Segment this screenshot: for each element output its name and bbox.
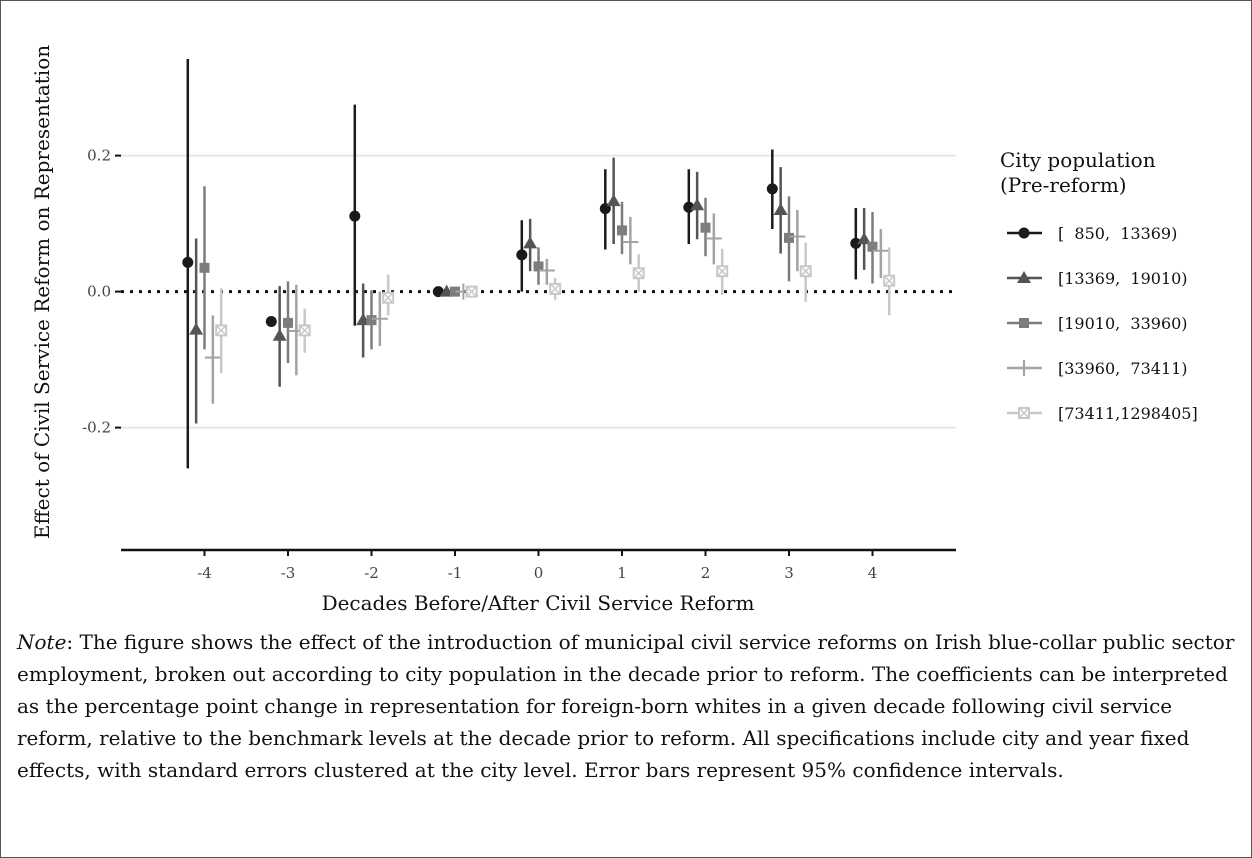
legend-label: [ 850, 13369) — [1058, 224, 1177, 243]
legend-label: [13369, 19010) — [1058, 269, 1188, 288]
point-marker — [371, 310, 388, 327]
point-marker — [850, 237, 862, 249]
legend-item-5: [73411,1298405] — [1007, 404, 1198, 423]
series-4 — [204, 210, 889, 404]
point-marker — [516, 249, 528, 261]
legend-items: [ 850, 13369) [13369, 19010) [19010, 33960… — [1007, 224, 1198, 423]
point-marker — [272, 328, 287, 341]
point-marker — [204, 349, 221, 366]
series-1 — [182, 59, 862, 469]
square-cross-diag2 — [800, 265, 812, 277]
legend-marker — [1018, 227, 1030, 239]
legend-item-3: [19010, 33960) — [1007, 314, 1188, 333]
legend-title-line1: City population — [1000, 148, 1156, 172]
x-tick-label: 3 — [784, 564, 794, 582]
square-cross-diag2 — [1018, 407, 1030, 419]
point-marker — [632, 267, 645, 280]
legend-label: [33960, 73411) — [1058, 359, 1188, 378]
legend-marker — [1019, 318, 1029, 328]
y-axis-title: Effect of Civil Service Reform on Repres… — [30, 45, 54, 539]
x-tick-label: 0 — [534, 564, 544, 582]
point-marker — [549, 282, 562, 295]
point-marker — [465, 285, 478, 298]
point-marker — [606, 194, 621, 207]
point-marker — [617, 225, 627, 236]
point-marker — [883, 274, 896, 287]
point-marker — [298, 324, 311, 337]
x-tick-label: -2 — [364, 564, 379, 582]
x-tick-label: 1 — [617, 564, 627, 582]
square-cross-diag2 — [382, 292, 394, 304]
square-cross-diag2 — [299, 324, 311, 336]
y-tick-label: -0.2 — [82, 419, 111, 437]
point-marker — [189, 322, 204, 335]
y-tick-label: 0.0 — [87, 283, 111, 301]
point-marker — [523, 236, 538, 249]
square-cross-diag2 — [716, 265, 728, 277]
legend-item-2: [13369, 19010) — [1007, 269, 1188, 288]
point-marker — [382, 291, 395, 304]
x-tick-label: -1 — [448, 564, 463, 582]
note-text: : The figure shows the effect of the int… — [17, 630, 1235, 782]
point-marker — [349, 210, 361, 222]
point-marker — [366, 315, 377, 326]
point-marker — [766, 183, 778, 195]
x-tick-label: 2 — [701, 564, 711, 582]
point-marker — [283, 317, 293, 328]
point-marker — [690, 198, 705, 211]
x-tick-group: -4 -3 -2 -1 0 1 2 3 4 — [197, 550, 877, 582]
series-5 — [215, 242, 896, 374]
point-marker — [622, 233, 639, 250]
point-marker — [773, 203, 788, 215]
legend-title-line2: (Pre-reform) — [1000, 173, 1127, 197]
point-marker — [799, 265, 812, 278]
legend-label: [19010, 33960) — [1058, 314, 1188, 333]
y-tick-label: 0.2 — [87, 147, 111, 165]
grid-layer — [121, 154, 956, 429]
square-cross-diag2 — [549, 283, 561, 295]
point-marker — [716, 265, 729, 278]
point-marker — [705, 230, 722, 247]
square-cross-diag2 — [466, 286, 478, 298]
point-marker — [265, 316, 277, 328]
legend: City population (Pre-reform) [ 850, 1336… — [1000, 148, 1198, 423]
point-marker — [538, 262, 555, 279]
point-marker — [789, 228, 806, 245]
legend-item-1: [ 850, 13369) — [1007, 224, 1177, 243]
x-tick-label: 4 — [868, 564, 878, 582]
point-marker — [700, 222, 711, 233]
marks-layer — [182, 59, 896, 469]
point-marker — [450, 286, 460, 297]
legend-item-4: [33960, 73411) — [1007, 359, 1188, 378]
y-tick-group: -0.2 0.0 0.2 — [82, 147, 121, 437]
legend-marker — [1016, 360, 1032, 376]
square-cross-diag2 — [883, 275, 895, 287]
point-marker — [784, 232, 794, 243]
x-axis-title: Decades Before/After Civil Service Refor… — [322, 591, 755, 615]
legend-label: [73411,1298405] — [1058, 404, 1198, 423]
point-marker — [215, 324, 228, 337]
figure-note: Note: The figure shows the effect of the… — [17, 626, 1239, 786]
point-marker — [199, 262, 210, 273]
square-cross-diag2 — [633, 267, 645, 279]
point-marker — [857, 232, 872, 245]
point-marker — [872, 242, 889, 259]
coefficient-chart: -4 -3 -2 -1 0 1 2 3 4 -0.2 0.0 0.2 Decades Before/… — [30, 45, 1198, 615]
x-tick-label: -3 — [281, 564, 296, 582]
series-2 — [189, 157, 872, 424]
legend-marker — [1017, 271, 1031, 283]
square-cross-diag2 — [215, 324, 227, 336]
x-tick-label: -4 — [197, 564, 212, 582]
point-marker — [533, 261, 544, 272]
point-marker — [867, 241, 878, 252]
series-3 — [199, 186, 878, 363]
note-label: Note — [17, 630, 67, 654]
point-marker — [182, 256, 194, 268]
legend-marker — [1018, 407, 1030, 419]
